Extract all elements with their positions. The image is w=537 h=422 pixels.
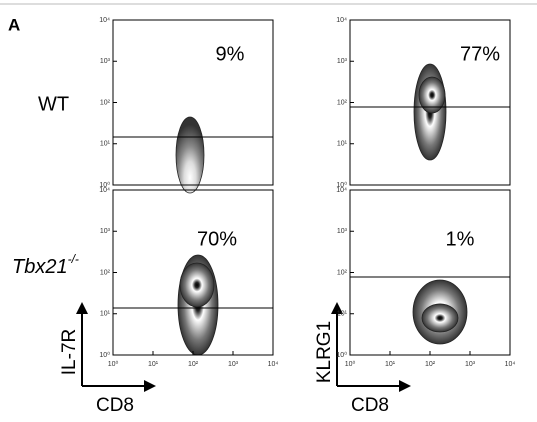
y-tick-label: 10⁰ bbox=[336, 351, 347, 359]
density-contour bbox=[421, 303, 459, 333]
x-tick-label: 10⁰ bbox=[108, 360, 119, 368]
x-tick-label: 10² bbox=[188, 361, 199, 368]
x-tick-label: 10³ bbox=[465, 361, 476, 368]
row-label: Tbx21-/- bbox=[12, 252, 79, 278]
y-tick-label: 10⁰ bbox=[99, 351, 110, 359]
x-tick-label: 10¹ bbox=[385, 361, 396, 368]
density-contour bbox=[418, 76, 446, 114]
y-tick-label: 10² bbox=[100, 269, 111, 276]
y-tick-label: 10³ bbox=[337, 58, 348, 65]
density-contour bbox=[175, 116, 205, 194]
y-axis-label: IL-7R bbox=[59, 329, 80, 375]
row-label-sup: -/- bbox=[68, 252, 79, 266]
y-tick-label: 10⁴ bbox=[99, 187, 110, 194]
density-contour bbox=[179, 262, 215, 308]
row-label-text: Tbx21 bbox=[12, 256, 68, 278]
row-label: WT bbox=[38, 93, 69, 115]
x-tick-label: 10⁰ bbox=[345, 360, 356, 368]
y-tick-label: 10¹ bbox=[100, 141, 111, 148]
y-tick-label: 10² bbox=[100, 99, 111, 106]
y-tick-label: 10⁰ bbox=[99, 181, 110, 189]
y-tick-label: 10² bbox=[337, 99, 348, 106]
y-tick-label: 10⁴ bbox=[99, 17, 110, 24]
y-tick-label: 10³ bbox=[100, 228, 111, 235]
y-tick-label: 10² bbox=[337, 269, 348, 276]
y-tick-label: 10⁰ bbox=[336, 181, 347, 189]
y-tick-label: 10³ bbox=[337, 228, 348, 235]
y-tick-label: 10¹ bbox=[337, 311, 348, 318]
x-axis-label: CD8 bbox=[351, 395, 389, 416]
x-tick-label: 10⁴ bbox=[505, 361, 516, 368]
y-tick-label: 10¹ bbox=[100, 311, 111, 318]
x-tick-label: 10⁴ bbox=[268, 361, 279, 368]
percent-label: 9% bbox=[216, 43, 245, 65]
x-axis-label: CD8 bbox=[96, 395, 134, 416]
y-tick-label: 10³ bbox=[100, 58, 111, 65]
x-tick-label: 10¹ bbox=[148, 361, 159, 368]
x-tick-label: 10² bbox=[425, 361, 436, 368]
y-tick-label: 10¹ bbox=[337, 141, 348, 148]
y-tick-label: 10⁴ bbox=[336, 17, 347, 24]
y-axis-label: KLRG1 bbox=[314, 321, 335, 383]
percent-label: 77% bbox=[460, 43, 500, 65]
percent-label: 1% bbox=[446, 228, 475, 250]
panel-label: A bbox=[8, 15, 20, 34]
x-tick-label: 10³ bbox=[228, 361, 239, 368]
y-tick-label: 10⁴ bbox=[336, 187, 347, 194]
percent-label: 70% bbox=[197, 228, 237, 250]
